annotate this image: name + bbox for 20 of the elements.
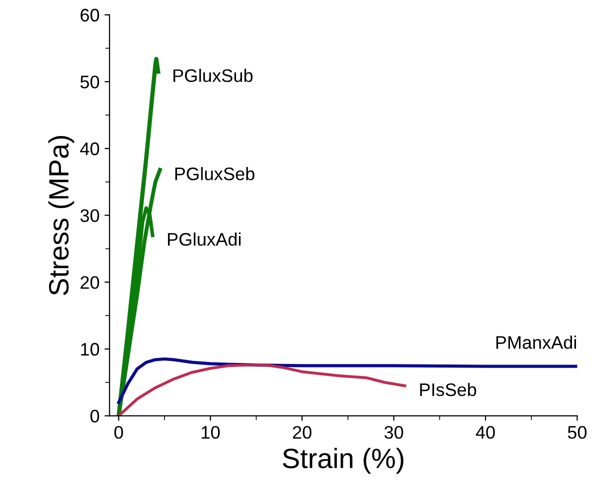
series-label: PGluxSub bbox=[173, 68, 253, 82]
y-tick-label: 60 bbox=[80, 8, 100, 22]
series-label: PGluxSeb bbox=[175, 167, 254, 180]
y-tick-label: 20 bbox=[80, 276, 100, 289]
series-label: PGluxAdi bbox=[168, 232, 241, 246]
y-tick-label: 30 bbox=[80, 209, 100, 222]
x-tick-label: 30 bbox=[384, 426, 404, 439]
y-tick-label: 40 bbox=[80, 142, 100, 156]
y-tick-label: 50 bbox=[80, 76, 100, 88]
y-axis-title: Stress (MPa) bbox=[48, 136, 74, 296]
x-tick-label: 40 bbox=[476, 426, 495, 439]
x-tick-label: 50 bbox=[568, 426, 587, 439]
y-tick-label: 0 bbox=[90, 410, 100, 423]
x-tick-label: 10 bbox=[202, 426, 220, 439]
series-label: PManxAdi bbox=[496, 336, 576, 349]
series-label: PIsSeb bbox=[420, 382, 476, 396]
x-tick-label: 20 bbox=[292, 426, 312, 439]
x-axis-title: Strain (%) bbox=[282, 448, 404, 474]
x-tick-label: 0 bbox=[114, 426, 124, 439]
y-tick-label: 10 bbox=[81, 342, 100, 356]
